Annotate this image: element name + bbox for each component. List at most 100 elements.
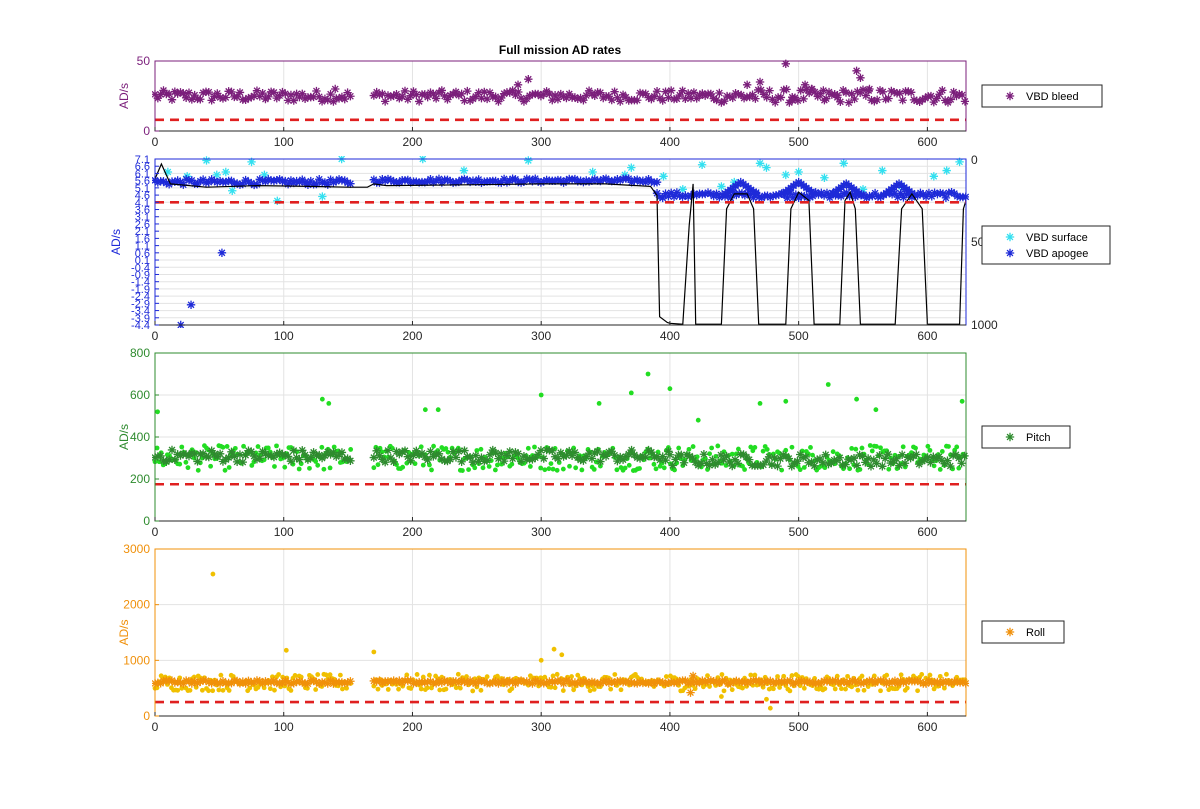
data-marker	[893, 192, 902, 202]
data-point	[472, 465, 478, 471]
data-marker	[167, 95, 177, 104]
x-tick-label: 0	[152, 525, 159, 539]
data-marker	[465, 96, 475, 105]
data-marker	[664, 192, 673, 201]
data-marker	[584, 177, 594, 186]
panel-roll: 0 100 200 300 400 500 600 0 1000 2000 3000 AD/s Roll	[117, 542, 1065, 734]
y-tick-label: 50	[137, 54, 151, 68]
data-point	[663, 674, 669, 679]
data-marker	[170, 455, 180, 464]
data-marker	[902, 677, 911, 687]
data-point	[191, 674, 197, 680]
data-marker	[480, 457, 489, 466]
data-point	[830, 449, 836, 455]
data-marker	[426, 677, 435, 686]
data-marker	[505, 447, 514, 456]
data-point	[210, 571, 216, 577]
data-marker	[232, 457, 242, 467]
data-point	[705, 467, 710, 472]
data-marker	[412, 446, 421, 456]
data-point	[429, 467, 434, 473]
data-point	[736, 446, 741, 452]
data-marker	[805, 192, 815, 202]
data-point	[305, 685, 310, 691]
y-tick-label: -2.4	[131, 291, 150, 303]
data-marker	[380, 97, 390, 106]
data-point	[871, 673, 877, 679]
data-marker	[610, 678, 619, 687]
data-point	[750, 682, 756, 688]
data-marker	[809, 189, 819, 198]
data-marker	[156, 451, 165, 461]
data-marker	[159, 177, 168, 186]
data-point	[904, 685, 910, 691]
data-marker	[235, 450, 245, 459]
data-marker	[924, 188, 934, 198]
data-marker	[329, 679, 338, 688]
data-marker	[485, 450, 495, 459]
data-marker	[644, 679, 653, 688]
data-point	[492, 467, 498, 473]
data-point	[927, 447, 933, 453]
data-marker	[785, 188, 795, 198]
data-marker	[842, 678, 851, 688]
data-marker	[179, 449, 188, 458]
data-point	[274, 443, 279, 449]
x-tick-label: 600	[917, 525, 937, 539]
data-point	[379, 449, 385, 455]
data-marker	[833, 93, 842, 102]
data-marker	[524, 75, 533, 84]
data-point	[175, 687, 181, 693]
data-marker	[610, 87, 619, 96]
data-marker	[610, 176, 619, 186]
data-marker	[468, 457, 478, 467]
data-marker	[215, 449, 225, 459]
data-marker	[460, 175, 469, 184]
data-marker	[719, 455, 728, 465]
data-marker	[638, 451, 648, 461]
data-point	[667, 386, 673, 392]
data-marker	[582, 176, 591, 185]
data-point	[375, 462, 381, 468]
data-marker	[764, 452, 774, 461]
data-point	[435, 407, 441, 413]
data-point	[187, 687, 193, 693]
data-marker	[281, 89, 290, 98]
data-marker	[633, 96, 642, 105]
legend-label: Roll	[1026, 627, 1045, 639]
data-marker	[468, 678, 478, 687]
data-marker	[613, 456, 622, 466]
data-point	[509, 686, 515, 692]
y-tick-label: -2.9	[131, 298, 150, 310]
data-point	[861, 687, 867, 693]
data-marker	[431, 94, 441, 103]
data-marker	[244, 177, 253, 187]
data-marker	[751, 94, 760, 103]
legend-box	[981, 425, 1071, 449]
data-marker	[834, 191, 843, 200]
x-tick-label: 500	[789, 720, 809, 734]
data-marker	[795, 450, 805, 459]
data-point	[313, 459, 319, 464]
data-marker	[289, 96, 298, 105]
data-marker	[706, 89, 716, 99]
data-marker	[773, 461, 782, 471]
data-marker	[596, 457, 605, 466]
y-tick-label: 5.1	[135, 183, 150, 195]
data-marker	[820, 173, 829, 182]
data-marker	[763, 191, 772, 200]
data-marker	[582, 677, 591, 686]
data-point	[941, 685, 947, 691]
data-point	[272, 464, 277, 469]
data-marker	[658, 193, 667, 203]
data-marker	[798, 453, 808, 462]
data-point	[771, 686, 776, 692]
data-marker	[934, 452, 944, 462]
data-marker	[596, 176, 605, 186]
data-marker	[746, 190, 755, 199]
depth-line	[154, 162, 967, 325]
data-marker	[845, 191, 854, 201]
x-tick-label: 0	[152, 329, 159, 343]
data-marker	[516, 457, 526, 466]
